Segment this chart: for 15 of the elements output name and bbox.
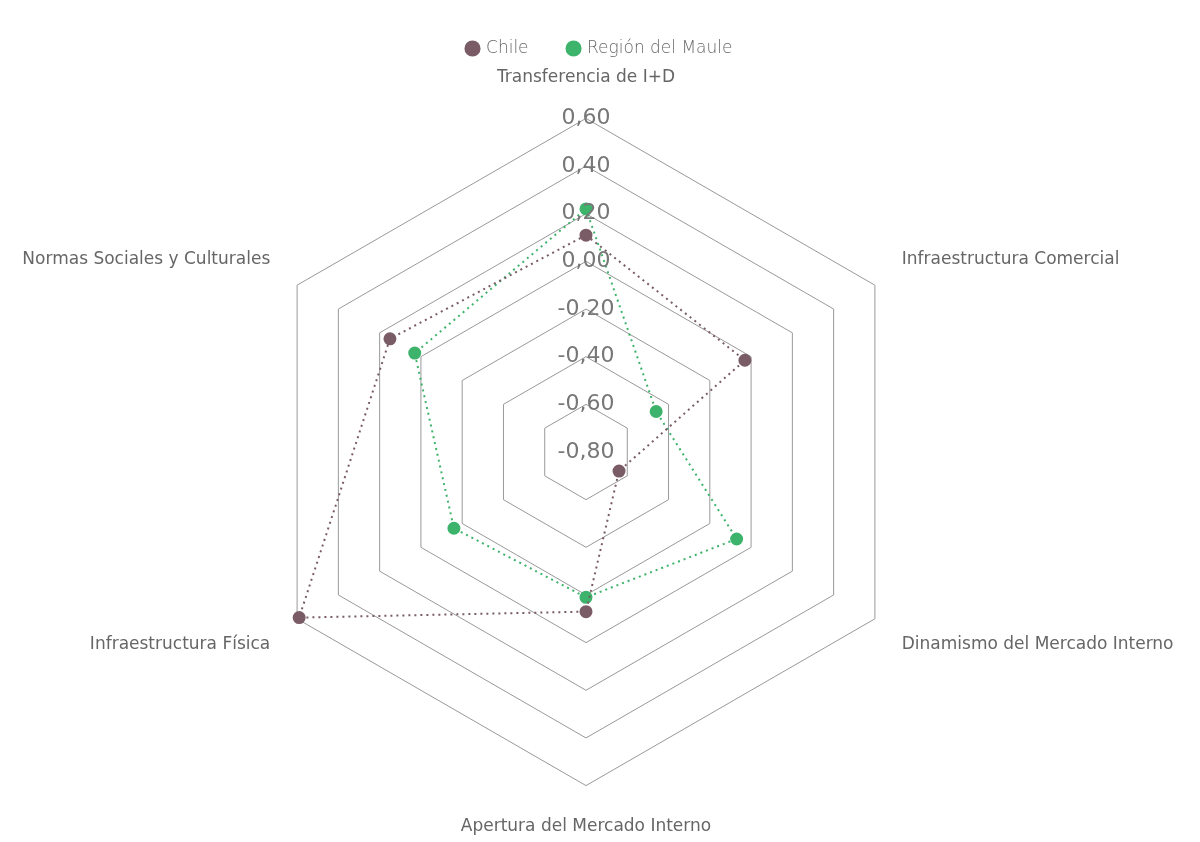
spoke-label: Transferencia de I+D: [495, 65, 676, 86]
y-tick-label: 0,00: [561, 247, 611, 273]
legend-label: Región del Maule: [587, 36, 733, 57]
y-tick-label: -0,60: [557, 390, 615, 416]
spoke-label: Normas Sociales y Culturales: [22, 247, 271, 268]
spoke-label: Dinamismo del Mercado Interno: [901, 632, 1174, 653]
spoke-label: Infraestructura Comercial: [901, 247, 1120, 268]
y-tick-label: 0,60: [561, 104, 611, 130]
y-tick-label: -0,80: [557, 437, 615, 463]
spoke-label: Apertura del Mercado Interno: [460, 815, 712, 836]
y-tick-label: -0,40: [557, 342, 615, 368]
y-tick-label: 0,40: [561, 151, 611, 177]
legend-label: Chile: [486, 36, 529, 57]
y-tick-label: -0,20: [557, 294, 615, 320]
spoke-label: Infraestructura Física: [89, 632, 271, 653]
